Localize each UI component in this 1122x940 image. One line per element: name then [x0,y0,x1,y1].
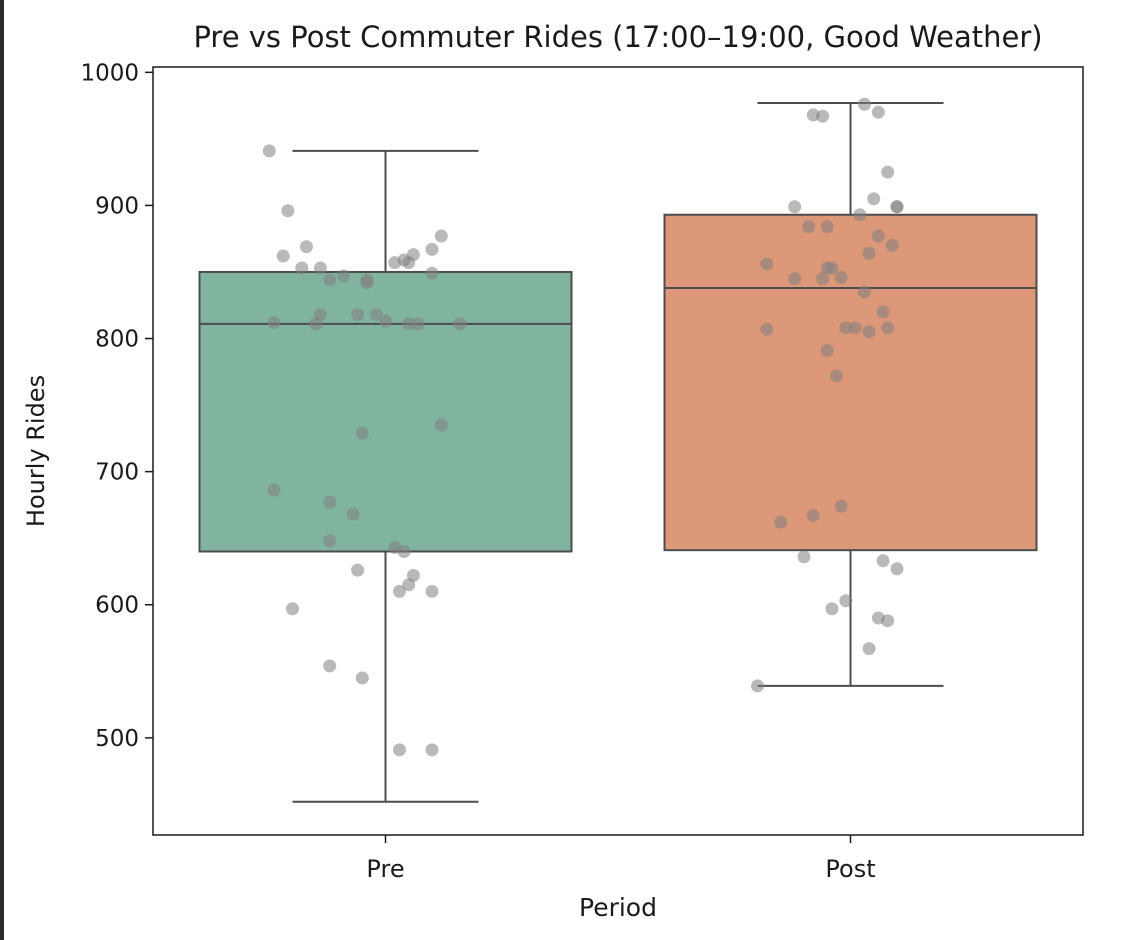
data-point-post [867,192,881,206]
data-point-post [848,321,862,335]
data-point-pre [434,229,448,243]
data-point-pre [267,316,281,330]
data-point-post [760,322,774,336]
data-point-post [876,305,890,319]
data-point-pre [286,602,299,616]
data-point-pre [323,659,337,673]
data-point-pre [351,563,365,577]
y-tick-label: 600 [95,593,139,619]
data-point-post [788,272,802,286]
data-point-post [890,200,904,214]
y-tick-label: 1000 [80,60,139,86]
box-pre [198,270,573,553]
data-point-pre [276,249,290,263]
data-point-pre [411,317,425,331]
data-point-post [834,499,848,513]
data-point-post [839,594,853,608]
data-point-post [871,229,885,243]
data-point-pre [323,534,337,548]
data-point-pre [309,317,323,331]
data-point-post [839,321,853,335]
x-tick-label: Post [825,855,875,883]
data-point-post [825,602,839,616]
data-point-post [816,272,830,286]
y-tick-label: 500 [95,726,139,752]
y-tick-label: 900 [95,193,139,219]
y-axis-label: Hourly Rides [22,375,50,527]
data-point-pre [323,273,337,287]
data-point-post [862,246,876,260]
data-point-pre [402,578,416,592]
data-point-pre [425,584,439,598]
data-point-post [751,679,764,693]
data-point-pre [267,483,281,497]
boxes-layer [198,101,1038,803]
data-point-post [862,642,876,656]
data-point-post [825,261,839,275]
data-point-post [830,369,844,383]
chart-title: Pre vs Post Commuter Rides (17:00–19:00,… [193,20,1042,54]
data-point-pre [355,426,369,440]
data-point-pre [434,418,448,432]
data-point-pre [425,743,439,757]
data-point-pre [351,308,365,322]
data-point-pre [281,204,295,218]
data-point-pre [425,266,439,280]
chart-canvas: Pre vs Post Commuter Rides (17:00–19:00,… [4,0,1122,940]
data-point-pre [262,144,276,158]
data-point-post [760,257,774,271]
data-point-post [862,325,876,339]
data-point-pre [355,671,369,685]
y-axis: 500 600 700 800 900 1000 [80,60,153,752]
box-post [663,213,1038,552]
data-point-post [788,200,802,214]
data-point-pre [323,495,337,509]
data-point-pre [453,317,467,331]
data-point-post [820,344,834,358]
data-point-post [806,509,820,523]
data-point-post [881,165,895,179]
data-point-post [881,321,895,335]
data-point-pre [295,261,309,275]
data-point-post [857,97,871,111]
data-point-post [885,238,899,252]
data-point-post [774,515,788,529]
data-point-post [834,270,848,284]
points-layer [262,97,904,757]
data-point-pre [392,743,406,757]
data-point-pre [425,242,439,256]
data-point-post [871,105,885,119]
data-point-post [876,554,890,568]
x-axis: Pre Post [366,835,876,883]
data-point-post [890,562,904,576]
data-point-post [853,208,867,222]
data-point-post [797,550,811,564]
data-point-pre [379,314,392,328]
data-point-post [802,220,816,234]
data-point-pre [402,317,416,331]
data-point-pre [369,308,383,322]
x-axis-label: Period [579,893,657,922]
data-point-pre [388,540,402,554]
plot-frame [152,66,1084,836]
data-point-post [820,220,834,234]
data-point-post [881,614,895,628]
boxplot-chart: Pre vs Post Commuter Rides (17:00–19:00,… [22,20,1084,922]
data-point-pre [346,507,360,521]
data-point-pre [392,584,406,598]
data-point-pre [360,276,374,290]
y-tick-label: 800 [95,327,139,353]
data-point-pre [313,261,327,275]
y-tick-label: 700 [95,460,139,486]
data-point-pre [337,269,351,283]
data-point-post [816,109,830,123]
data-point-pre [406,248,420,262]
data-point-pre [299,240,313,254]
x-tick-label: Pre [366,855,404,883]
data-point-post [857,285,871,299]
